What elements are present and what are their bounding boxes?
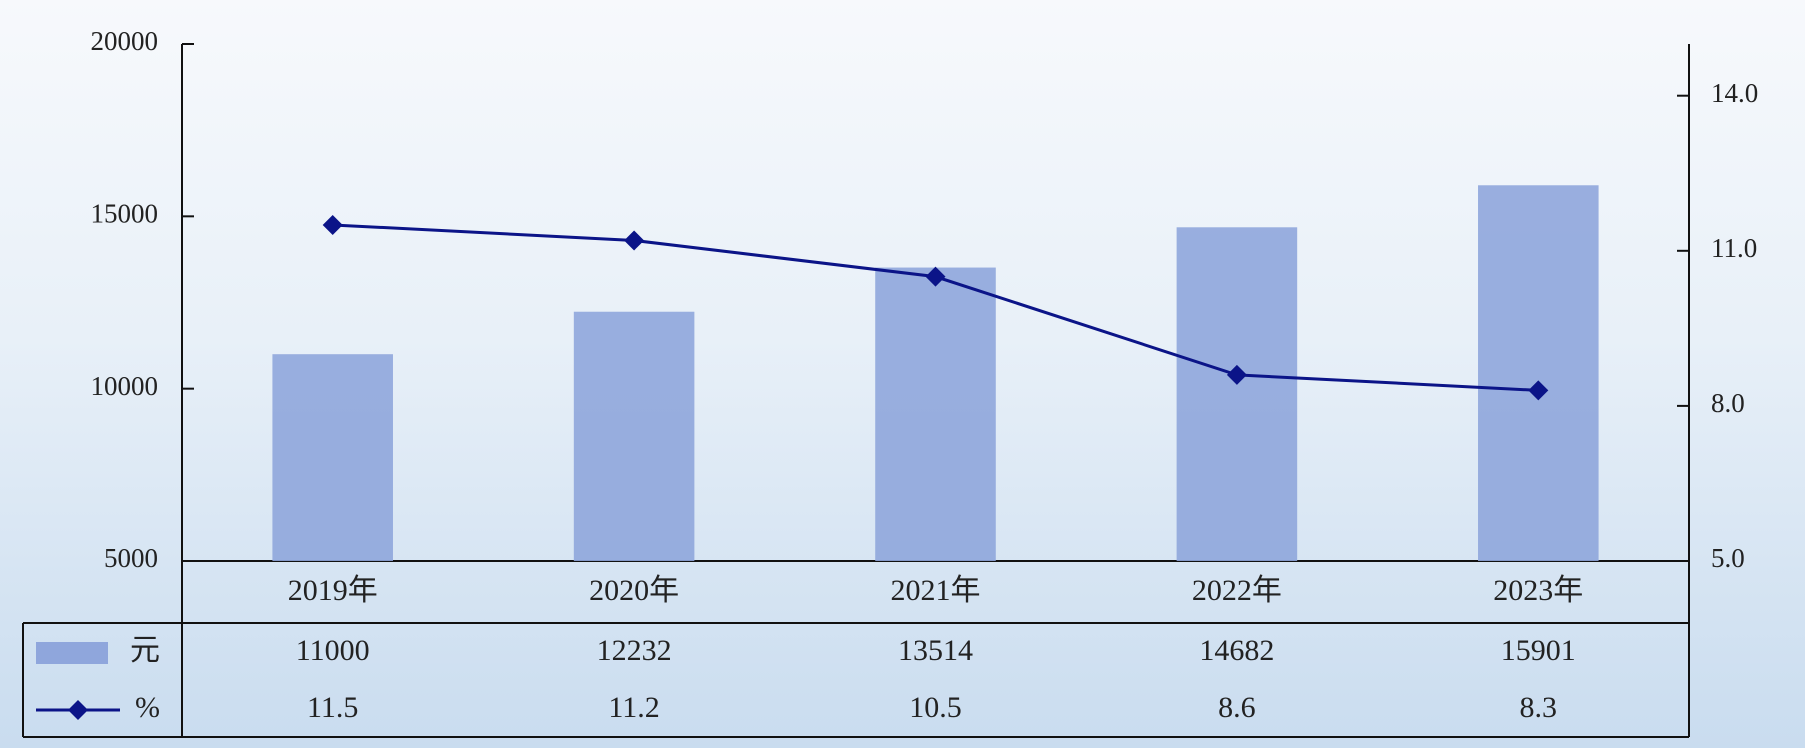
table-value: 11.5	[307, 691, 358, 724]
x-tick-label: 2022年	[1192, 574, 1282, 607]
table-value: 15901	[1501, 634, 1576, 667]
line-marker	[624, 230, 645, 251]
table-value: 14682	[1199, 634, 1274, 667]
y-tick-label: 20000	[91, 26, 159, 56]
bar	[573, 311, 695, 561]
legend-swatch	[36, 642, 108, 664]
y-tick-label: 5000	[104, 543, 158, 573]
table-value: 10.5	[909, 691, 962, 724]
table-value: 11000	[296, 634, 370, 667]
y2-tick-label: 11.0	[1711, 233, 1757, 263]
legend-label: %	[135, 691, 160, 724]
bar	[1478, 185, 1599, 561]
y2-tick-label: 8.0	[1711, 388, 1745, 418]
legend-marker	[68, 700, 88, 720]
x-tick-label: 2019年	[288, 574, 378, 607]
bar	[875, 267, 996, 561]
line-marker	[1528, 380, 1549, 401]
bar	[272, 354, 393, 561]
y-tick-label: 10000	[91, 371, 159, 401]
legend-label: 元	[130, 634, 160, 667]
y2-tick-label: 5.0	[1711, 543, 1745, 573]
table-value: 11.2	[608, 691, 659, 724]
line-marker	[322, 214, 343, 235]
y-tick-label: 15000	[91, 199, 159, 229]
line-marker	[925, 266, 946, 287]
table-value: 8.6	[1218, 691, 1256, 724]
table-value: 12232	[597, 634, 672, 667]
x-tick-label: 2021年	[891, 574, 981, 607]
line-marker	[1226, 364, 1247, 385]
table-value: 8.3	[1520, 691, 1558, 724]
y2-tick-label: 14.0	[1711, 78, 1758, 108]
x-tick-label: 2023年	[1493, 574, 1583, 607]
bar	[1176, 227, 1298, 561]
x-tick-label: 2020年	[589, 574, 679, 607]
table-value: 13514	[898, 634, 973, 667]
